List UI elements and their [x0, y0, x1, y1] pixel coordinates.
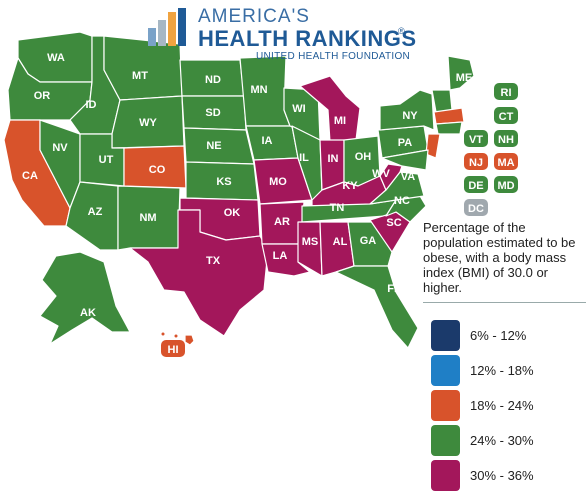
logo-line-3: UNITED HEALTH FOUNDATION [256, 51, 411, 62]
state-CT-RI[interactable] [435, 121, 463, 135]
badge-CT: CT [499, 111, 514, 123]
label-NC: NC [394, 195, 410, 207]
state-VT-NH[interactable] [431, 89, 453, 113]
label-ME: ME [456, 72, 473, 84]
legend-label: 18% - 24% [470, 398, 534, 413]
badge-RI: RI [501, 87, 512, 99]
label-SC: SC [386, 217, 401, 229]
label-MT: MT [132, 70, 148, 82]
label-NM: NM [139, 212, 156, 224]
label-AZ: AZ [88, 206, 103, 218]
state-IN[interactable] [319, 139, 345, 191]
label-PA: PA [398, 137, 413, 149]
label-WY: WY [139, 117, 157, 129]
small-state-badges: RI CT VT NH NJ MA DE MD DC HI [161, 83, 518, 357]
label-ND: ND [205, 74, 221, 86]
label-WV: WV [372, 168, 390, 180]
legend-label: 24% - 30% [470, 433, 534, 448]
badge-DE: DE [468, 180, 483, 192]
logo-line-2: HEALTH RANKINGS [198, 26, 417, 51]
state-FL[interactable] [335, 265, 419, 349]
label-CO: CO [149, 164, 166, 176]
label-MI: MI [334, 115, 346, 127]
label-AK: AK [80, 307, 96, 319]
legend-label: 6% - 12% [470, 328, 527, 343]
state-DE-MD[interactable] [381, 149, 429, 171]
label-OK: OK [224, 207, 241, 219]
label-MS: MS [302, 236, 319, 248]
state-TX[interactable] [129, 209, 269, 337]
legend-swatch [431, 355, 460, 386]
legend-swatch [431, 425, 460, 456]
label-KY: KY [342, 180, 358, 192]
legend-swatch [431, 320, 460, 351]
label-AR: AR [274, 216, 290, 228]
registered-mark: ® [398, 26, 405, 36]
map-description: Percentage of the population estimated t… [423, 220, 576, 295]
badge-NJ: NJ [469, 157, 483, 169]
label-SD: SD [205, 107, 220, 119]
state-NJ[interactable] [425, 133, 441, 159]
badge-HI: HI [168, 344, 179, 356]
label-TN: TN [330, 202, 345, 214]
label-ID: ID [86, 99, 97, 111]
legend-swatch [431, 390, 460, 421]
americas-health-rankings-logo: AMERICA'S HEALTH RANKINGS ® UNITED HEALT… [146, 4, 416, 62]
label-NV: NV [52, 142, 68, 154]
label-WA: WA [47, 52, 65, 64]
label-UT: UT [99, 154, 114, 166]
label-FL: FL [387, 283, 401, 295]
label-IN: IN [328, 153, 339, 165]
label-WI: WI [292, 103, 305, 115]
legend-label: 12% - 18% [470, 363, 534, 378]
label-OR: OR [34, 90, 51, 102]
state-MA[interactable] [433, 107, 465, 125]
label-TX: TX [206, 255, 221, 267]
badge-MD: MD [497, 180, 514, 192]
label-IL: IL [299, 152, 309, 164]
badge-NH: NH [498, 134, 514, 146]
state-AK[interactable] [39, 251, 131, 345]
legend-swatch [431, 460, 460, 491]
label-OH: OH [355, 151, 372, 163]
badge-MA: MA [497, 157, 514, 169]
label-CA: CA [22, 170, 38, 182]
label-LA: LA [273, 250, 288, 262]
divider [423, 302, 586, 303]
bar-chart-logo-icon [148, 8, 186, 46]
label-KS: KS [216, 176, 231, 188]
label-MN: MN [250, 84, 267, 96]
state-MI[interactable] [299, 75, 361, 143]
label-VA: VA [401, 171, 416, 183]
label-AL: AL [333, 236, 348, 248]
badge-VT: VT [469, 134, 483, 146]
state-WV[interactable] [379, 163, 403, 191]
legend-label: 30% - 36% [470, 468, 534, 483]
state-HI-dot [174, 334, 178, 338]
label-NE: NE [206, 140, 221, 152]
label-GA: GA [360, 235, 377, 247]
state-HI[interactable] [184, 334, 195, 346]
label-IA: IA [262, 135, 273, 147]
state-HI-dot2 [161, 332, 165, 336]
state-ME[interactable] [447, 55, 475, 91]
badge-DC: DC [468, 203, 484, 215]
label-NY: NY [402, 110, 418, 122]
logo-line-1: AMERICA'S [198, 6, 310, 27]
state-NY[interactable] [379, 89, 435, 131]
label-MO: MO [269, 176, 287, 188]
